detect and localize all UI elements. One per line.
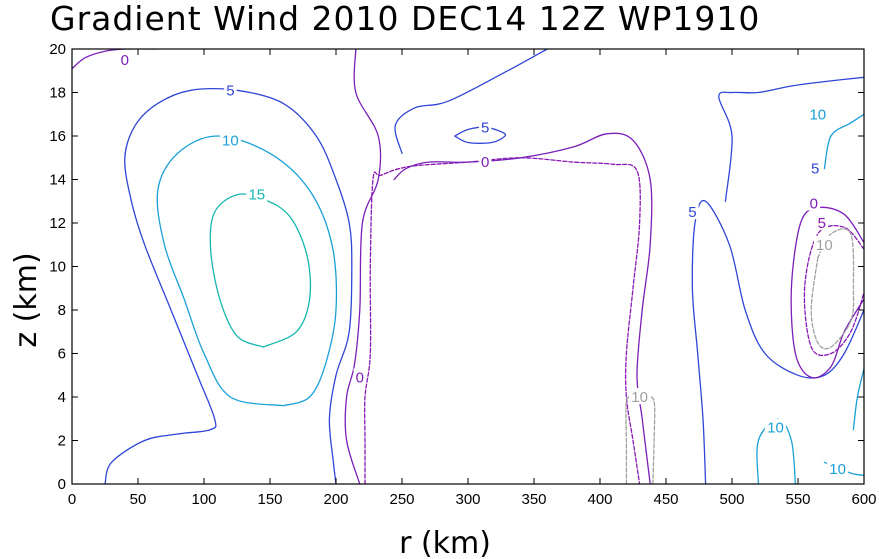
contour-label-bg xyxy=(246,185,268,202)
contour-line-level-neg5-14 xyxy=(803,224,864,357)
contour-label: 0 xyxy=(810,195,818,212)
x-axis-label: r (km) xyxy=(399,526,491,559)
contour-line-level-0-0 xyxy=(72,49,159,70)
x-tick-label: 50 xyxy=(130,491,147,508)
y-tick-label: 4 xyxy=(58,389,66,406)
contour-label: 5 xyxy=(481,119,489,136)
x-tick-label: 100 xyxy=(191,491,216,508)
x-tick-label: 300 xyxy=(455,491,480,508)
contour-label-bg xyxy=(686,203,699,220)
x-tick-label: 550 xyxy=(785,491,810,508)
contour-line-level-10-2 xyxy=(156,135,338,407)
contour-label: 0 xyxy=(481,154,489,171)
contour-label-bg xyxy=(808,159,822,176)
contour-label: 0 xyxy=(356,369,364,386)
contour-label: 10 xyxy=(816,237,833,254)
y-tick-label: 10 xyxy=(49,259,66,276)
contour-line-level-5-11 xyxy=(691,199,864,484)
contour-line-level-15-3 xyxy=(209,193,312,348)
contour-line-level-neg5-5 xyxy=(363,157,641,484)
chart-title: Gradient Wind 2010 DEC14 12Z WP1910 xyxy=(50,0,760,38)
contour-line-level-neg10-10 xyxy=(645,396,656,484)
contour-line-level-5-7 xyxy=(454,126,507,144)
x-tick-label: 150 xyxy=(257,491,282,508)
contour-line-level-5-12 xyxy=(718,76,864,202)
x-tick-label: 500 xyxy=(719,491,744,508)
contour-label-bg xyxy=(813,235,835,252)
contour-line-level-0-6 xyxy=(393,132,653,484)
contour-label-bg xyxy=(224,81,237,98)
y-axis: 0 2 4 6 8 10 12 14 16 18 20 xyxy=(49,41,864,493)
contour-line-level-0-4 xyxy=(344,49,382,484)
contour-label-bg xyxy=(807,194,821,211)
x-tick-label: 200 xyxy=(323,491,348,508)
y-tick-label: 0 xyxy=(58,476,66,493)
x-axis: 0 50 100 150 200 250 300 350 400 450 500 550 600 xyxy=(68,49,877,508)
y-tick-label: 20 xyxy=(49,41,66,58)
contour-label-bg xyxy=(827,459,849,476)
contour-label: 0 xyxy=(121,52,129,69)
x-tick-label: 400 xyxy=(587,491,612,508)
x-tick-label: 250 xyxy=(389,491,414,508)
contour-line-level-5-8 xyxy=(394,49,548,155)
contour-label: 5 xyxy=(818,215,826,232)
y-tick-label: 2 xyxy=(58,433,66,450)
contour-label: 10 xyxy=(829,461,846,478)
contour-label-bg xyxy=(629,388,651,404)
contour-line-level-neg10-15 xyxy=(810,228,855,350)
contour-line-level-neg10-9 xyxy=(625,396,634,484)
y-tick-label: 6 xyxy=(58,346,66,363)
contour-label: 15 xyxy=(248,187,265,204)
contour-label: 10 xyxy=(631,389,648,406)
contour-line-level-0-13 xyxy=(790,206,864,379)
x-tick-label: 450 xyxy=(653,491,678,508)
contour-line-level-5-1 xyxy=(104,88,353,484)
y-tick-label: 14 xyxy=(49,172,66,189)
contour-label-bg xyxy=(807,105,829,122)
contour-label-bg xyxy=(219,131,241,148)
contour-label-bg xyxy=(815,214,829,230)
y-axis-label: z (km) xyxy=(9,252,44,347)
contour-label-bg xyxy=(118,50,132,67)
contour-line-level-10-19 xyxy=(852,368,864,431)
contour-label: 5 xyxy=(688,204,696,221)
x-tick-label: 600 xyxy=(851,491,876,508)
contour-label: 10 xyxy=(222,132,239,149)
contour-label-bg xyxy=(353,368,367,385)
y-tick-label: 18 xyxy=(49,85,66,102)
contour-label: 5 xyxy=(226,82,234,99)
y-tick-label: 12 xyxy=(49,215,66,232)
contour-layer xyxy=(72,49,864,484)
contour-label-bg xyxy=(765,418,787,435)
contour-label-bg xyxy=(478,118,492,135)
x-tick-label: 350 xyxy=(521,491,546,508)
y-tick-label: 8 xyxy=(58,302,66,319)
contour-label: 10 xyxy=(809,106,826,123)
contour-label: 10 xyxy=(767,419,784,436)
x-tick-label: 0 xyxy=(68,491,76,508)
contour-label-bg xyxy=(478,153,492,170)
contour-line-level-10-16 xyxy=(823,113,864,170)
contour-label: 5 xyxy=(811,161,819,178)
plot-frame xyxy=(71,48,865,485)
y-tick-label: 16 xyxy=(49,128,66,145)
